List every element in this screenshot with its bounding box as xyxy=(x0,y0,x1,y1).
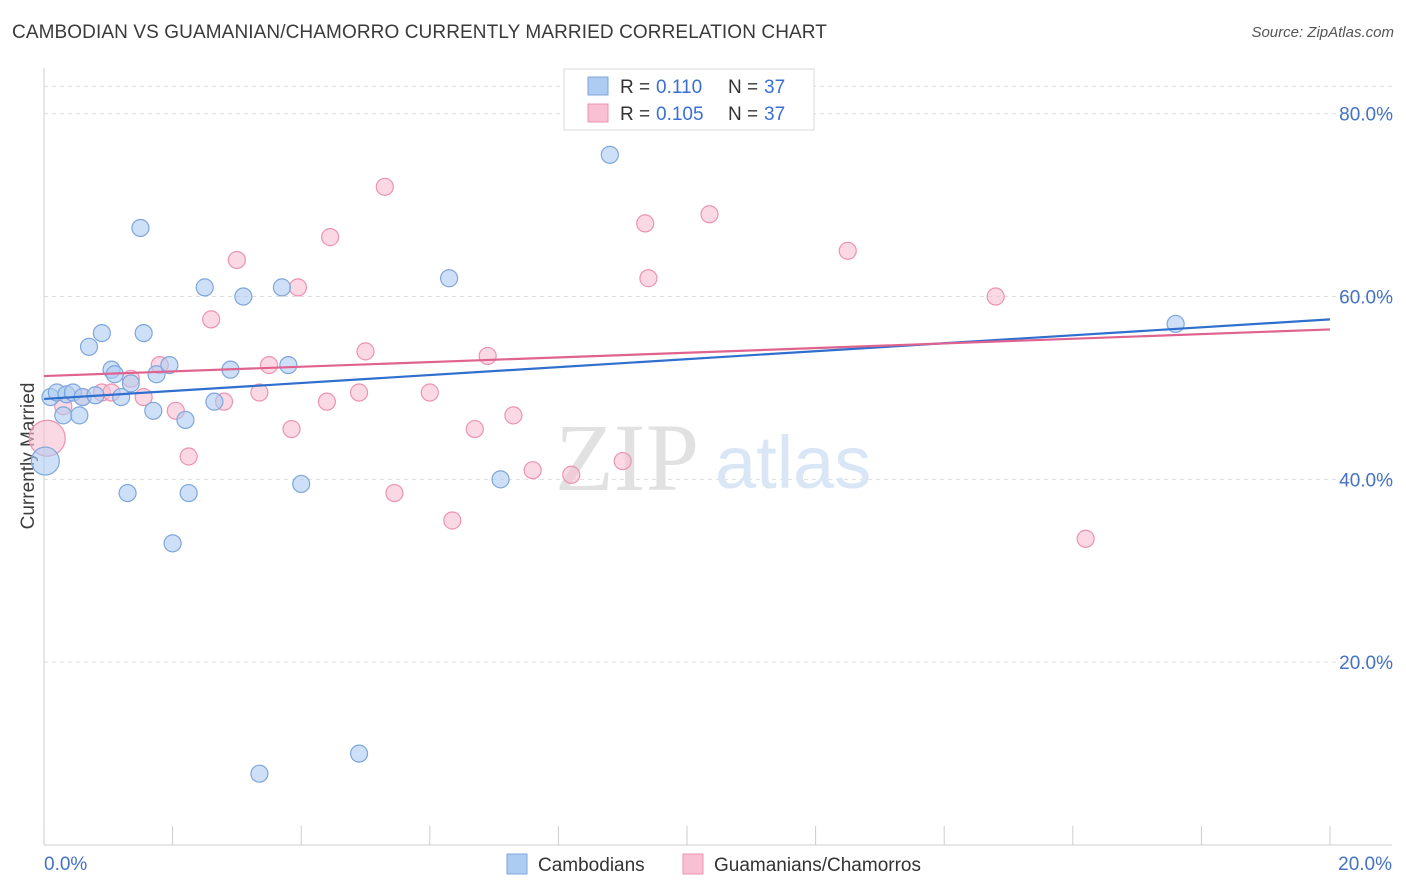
data-point xyxy=(504,406,523,425)
legend-n-label-1: N = xyxy=(728,77,758,98)
data-point xyxy=(144,401,163,420)
bottom-legend-guamanians: Guamanians/Chamorros xyxy=(714,855,921,876)
data-point xyxy=(179,447,198,466)
x-tick-label-max: 20.0% xyxy=(1338,854,1392,875)
data-point xyxy=(385,483,404,503)
bottom-legend: Cambodians Guamanians/Chamorros xyxy=(506,853,921,876)
legend-n-label-2: N = xyxy=(728,104,758,125)
data-point xyxy=(292,474,311,494)
data-point xyxy=(147,365,166,384)
legend-swatch-guamanians xyxy=(587,103,609,123)
data-point xyxy=(562,465,581,484)
bottom-legend-swatch-guamanians xyxy=(682,853,704,875)
x-tick-label-min: 0.0% xyxy=(44,854,87,875)
data-point xyxy=(250,764,269,783)
legend-box: R = 0.110 N = 37 R = 0.105 N = 37 xyxy=(563,68,815,131)
data-point xyxy=(349,744,369,763)
data-point xyxy=(54,406,73,425)
data-point xyxy=(118,483,137,503)
data-point xyxy=(163,534,182,553)
data-point xyxy=(443,511,462,530)
data-point xyxy=(465,419,484,439)
data-point xyxy=(636,214,655,233)
y-tick-label: 80.0% xyxy=(1339,105,1393,126)
data-point xyxy=(92,323,111,343)
grid xyxy=(44,85,1392,663)
data-point xyxy=(250,383,269,402)
data-point xyxy=(321,228,340,247)
data-point xyxy=(121,374,140,393)
watermark: ZIP atlas xyxy=(555,404,871,511)
data-point xyxy=(30,446,60,476)
data-point xyxy=(176,410,195,430)
legend-r-value-2: 0.105 xyxy=(656,104,704,125)
data-point xyxy=(700,205,719,224)
data-point xyxy=(439,269,459,288)
trendline xyxy=(43,318,1331,401)
data-point xyxy=(375,177,394,196)
data-point xyxy=(272,278,292,297)
bottom-legend-cambodians: Cambodians xyxy=(538,855,645,876)
data-point xyxy=(70,406,89,425)
data-point xyxy=(205,392,224,411)
data-point xyxy=(523,461,542,480)
data-point xyxy=(195,278,214,297)
data-point xyxy=(349,383,369,402)
bottom-legend-swatch-cambodians xyxy=(506,853,528,875)
data-point xyxy=(79,337,99,356)
data-point xyxy=(478,346,497,366)
data-point xyxy=(356,342,375,361)
y-tick-label: 60.0% xyxy=(1339,288,1393,309)
data-point xyxy=(1076,529,1095,548)
data-point xyxy=(202,310,221,329)
x-ticks xyxy=(43,826,1331,845)
legend-n-value-1: 37 xyxy=(764,77,785,98)
data-point xyxy=(639,269,658,288)
data-point xyxy=(288,278,308,297)
y-tick-labels: 20.0% 40.0% 60.0% 80.0% xyxy=(1339,105,1393,674)
y-tick-label: 40.0% xyxy=(1339,470,1393,491)
data-point xyxy=(234,287,253,306)
trendline xyxy=(43,328,1331,378)
data-point xyxy=(491,470,510,489)
trendlines xyxy=(43,318,1331,401)
data-point xyxy=(420,383,439,402)
data-point xyxy=(613,451,632,471)
data-point xyxy=(282,419,301,439)
data-point xyxy=(986,287,1005,306)
source-label: Source: ZipAtlas.com xyxy=(1251,24,1394,41)
legend-r-label-1: R = xyxy=(620,77,650,98)
y-axis-title: Currently Married xyxy=(18,383,39,530)
legend-swatch-cambodians xyxy=(587,76,609,96)
data-point xyxy=(131,218,150,238)
series-cambodians xyxy=(30,145,1185,783)
legend-r-value-1: 0.110 xyxy=(656,77,702,98)
watermark-atlas: atlas xyxy=(715,421,871,504)
data-point xyxy=(279,355,298,375)
chart-title: CAMBODIAN VS GUAMANIAN/CHAMORRO CURRENTL… xyxy=(12,22,827,43)
data-point xyxy=(600,145,619,164)
data-point xyxy=(227,250,246,270)
legend-n-value-2: 37 xyxy=(764,104,785,125)
legend-r-label-2: R = xyxy=(620,104,650,125)
data-point xyxy=(838,241,857,260)
data-point xyxy=(317,392,337,411)
data-point xyxy=(259,355,279,375)
data-point xyxy=(134,323,153,343)
data-point xyxy=(160,355,179,375)
y-tick-label: 20.0% xyxy=(1339,653,1393,674)
data-point xyxy=(179,483,198,503)
